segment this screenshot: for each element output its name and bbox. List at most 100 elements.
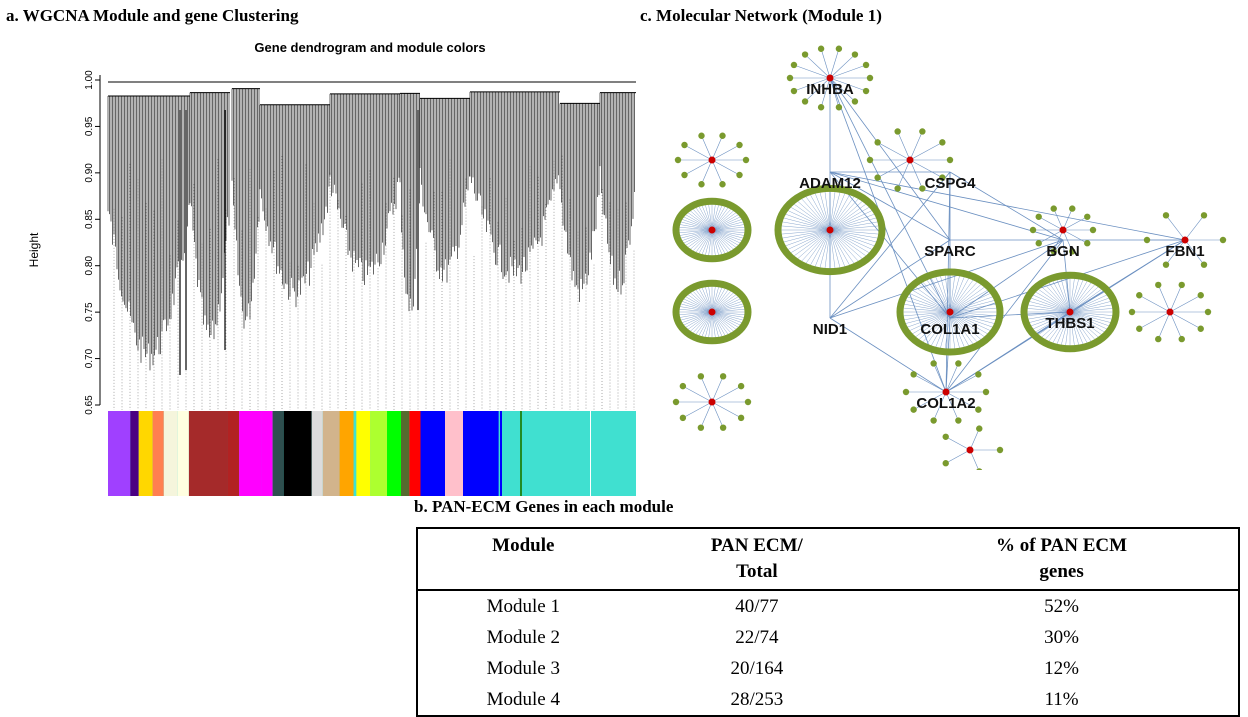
network-edge <box>829 77 951 241</box>
network-node <box>996 446 1004 454</box>
network-edge <box>902 299 951 313</box>
network-edge <box>933 363 947 393</box>
module-color-segment <box>283 411 312 496</box>
network-edge <box>690 288 713 313</box>
network-edge <box>1069 284 1101 313</box>
network-edge <box>711 229 731 256</box>
network-node <box>1204 308 1212 316</box>
network-node <box>976 425 983 432</box>
network-edge <box>1035 287 1071 313</box>
network-edge <box>824 188 831 231</box>
network-edge <box>697 311 713 339</box>
network-edge <box>924 277 951 313</box>
y-tick-label: 0.70 <box>84 348 95 368</box>
network-edge <box>1069 311 1085 348</box>
network-edge <box>780 229 831 244</box>
percent-cell: 52% <box>1044 596 1079 617</box>
network-edge <box>1060 275 1071 313</box>
network-edge <box>949 311 980 345</box>
network-edge <box>829 189 842 231</box>
network-hub-node <box>1166 308 1174 316</box>
network-node <box>982 388 990 396</box>
network-edge <box>711 284 724 313</box>
network-hub-node <box>708 226 716 234</box>
network-edge <box>687 311 713 334</box>
network-cluster-ring <box>896 268 1004 356</box>
ratio-cell: 22/74 <box>735 627 779 648</box>
network-edge <box>933 391 947 421</box>
network-edge <box>1039 284 1071 313</box>
network-edge <box>1069 311 1114 324</box>
network-edge <box>1042 311 1071 342</box>
network-node <box>1084 240 1091 247</box>
pan-ecm-table: Module PAN ECM/ Total % of PAN ECM genes… <box>416 527 1240 717</box>
network-edge <box>1024 304 1071 313</box>
dendrogram-figure: Gene dendrogram and module colors Height… <box>27 40 636 496</box>
network-node <box>1162 261 1170 268</box>
network-edge <box>949 277 976 313</box>
network-node <box>744 398 752 406</box>
network-node <box>817 104 825 111</box>
module-color-segment <box>445 411 463 496</box>
network-node <box>975 406 982 413</box>
network-node <box>910 371 917 378</box>
network-edge <box>904 311 951 329</box>
network-edge <box>897 131 911 161</box>
network-hub-label: THBS1 <box>1045 315 1094 332</box>
network-edge <box>804 77 831 102</box>
network-edge <box>949 311 961 352</box>
network-edge <box>906 291 951 313</box>
network-edge <box>1030 311 1071 331</box>
network-node <box>719 132 726 139</box>
network-edge <box>677 302 713 313</box>
network-edge <box>682 401 713 419</box>
network-edge <box>711 311 720 341</box>
network-node <box>719 373 727 380</box>
ratio-cell: 20/164 <box>730 658 784 679</box>
network-edge <box>1184 239 1205 265</box>
network-node <box>1035 240 1042 247</box>
network-edge <box>829 54 856 79</box>
network-edge <box>1165 239 1186 265</box>
network-node <box>976 468 983 470</box>
network-edge <box>697 285 713 313</box>
network-node <box>862 87 870 95</box>
network-edge <box>697 203 713 231</box>
network-edge <box>945 449 971 464</box>
network-cluster-ring <box>672 197 752 263</box>
network-edge <box>949 311 971 349</box>
network-edge <box>711 311 734 336</box>
network-node <box>737 382 745 390</box>
network-edge <box>1169 284 1183 313</box>
network-node <box>1136 325 1143 332</box>
network-node <box>851 51 859 58</box>
network-edge <box>1069 304 1116 313</box>
network-edge <box>829 171 1064 241</box>
network-edge <box>676 311 713 316</box>
network-edge <box>1024 311 1071 317</box>
network-edge <box>1069 311 1098 342</box>
network-node <box>1178 335 1185 343</box>
network-edge <box>1062 229 1088 244</box>
network-edge <box>711 159 723 185</box>
network-edge <box>945 239 1064 393</box>
network-edge <box>912 311 951 339</box>
network-node <box>736 141 743 149</box>
network-edge <box>912 285 951 313</box>
network-edge <box>779 229 831 239</box>
module-color-segment <box>387 411 401 496</box>
network-edge <box>1169 294 1201 313</box>
network-edge <box>949 311 994 333</box>
network-edge <box>711 311 744 327</box>
network-edge <box>945 436 971 451</box>
network-edge <box>708 229 713 259</box>
network-edge <box>1042 282 1071 313</box>
network-node <box>930 417 937 424</box>
network-edge <box>700 401 713 428</box>
network-edge <box>1051 278 1071 313</box>
table-row: Module 4 28/253 11% <box>418 684 1238 715</box>
network-node <box>910 406 917 413</box>
network-edge <box>909 311 951 336</box>
network-edge <box>1064 311 1071 349</box>
y-tick-label: 0.85 <box>84 209 95 229</box>
